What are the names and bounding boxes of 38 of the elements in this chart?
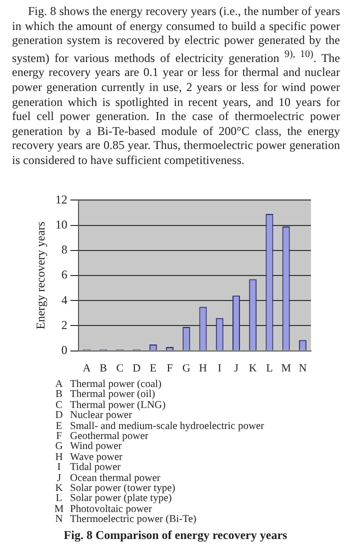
text: F Geothermal power — [56, 431, 148, 442]
y-tick-label: 0 — [61, 342, 68, 357]
text: D Nuclear power — [54, 410, 132, 422]
x-tick-label: B — [100, 362, 107, 374]
x-tick-label: C — [116, 362, 124, 374]
x-tick-label: G — [182, 362, 190, 374]
text: L Solar power (plate type) — [54, 493, 172, 504]
x-tick-label: I — [218, 362, 222, 374]
x-tick-label: K — [248, 362, 257, 374]
y-tick-label: 4 — [61, 292, 68, 307]
y-tick-label: 2 — [61, 318, 68, 332]
x-tick-label: M — [281, 362, 292, 374]
text: A Thermal power (coal) — [54, 379, 162, 390]
y-tick-label: 12 — [55, 192, 68, 206]
y-axis-title: Energy recovery years — [33, 221, 48, 330]
text: Fig. 8 Comparison of energy recovery years — [62, 528, 288, 543]
text: E Small- and medium-scale hydroelectric power — [54, 420, 264, 432]
x-tick-label: E — [150, 362, 157, 374]
x-tick-label: L — [266, 362, 274, 374]
text: B Thermal power (oil) — [54, 389, 156, 400]
x-tick-label: F — [166, 362, 173, 374]
x-tick-label: H — [199, 362, 208, 374]
text: C Thermal power (LNG) — [54, 400, 166, 411]
text: N Thermoelectric power (Bi-Te) — [54, 514, 196, 526]
text: Fig. 8 shows the energy recovery years (i.e., the number of years in which the amount of energy consumed to build a specific power generation system is recovered by electric power generated by the system) for various methods of electricity generation $^{9), 10)}$. The energy recovery years are 0.1 year or less for thermal and nuclear power generation currently in use, 2 years or less for wind power generation which is spotlighted in recent years, and 10 years for fuel cell power generation. In the case of thermoelectric power generation by a Bi-Te-based module of 200°C class, the energy recovery years are 0.85 year. Thus, thermoelectric power generation is considered to have sufficient competitiveness. — [12, 4, 340, 167]
text: J Ocean thermal power — [56, 472, 160, 484]
text: G Wind power — [54, 441, 122, 453]
text: M Photovoltaic power — [53, 504, 152, 515]
x-tick-label: A — [82, 362, 91, 374]
text: I Tidal power — [56, 462, 121, 474]
text: K Solar power (tower type) — [54, 483, 176, 494]
y-tick-label: 8 — [61, 242, 68, 257]
y-tick-label: 6 — [61, 268, 68, 282]
x-tick-label: J — [234, 362, 240, 374]
x-tick-label: D — [132, 362, 141, 374]
y-tick-label: 10 — [55, 217, 68, 232]
x-tick-label: N — [298, 362, 307, 374]
text: H Wave power — [54, 452, 123, 463]
